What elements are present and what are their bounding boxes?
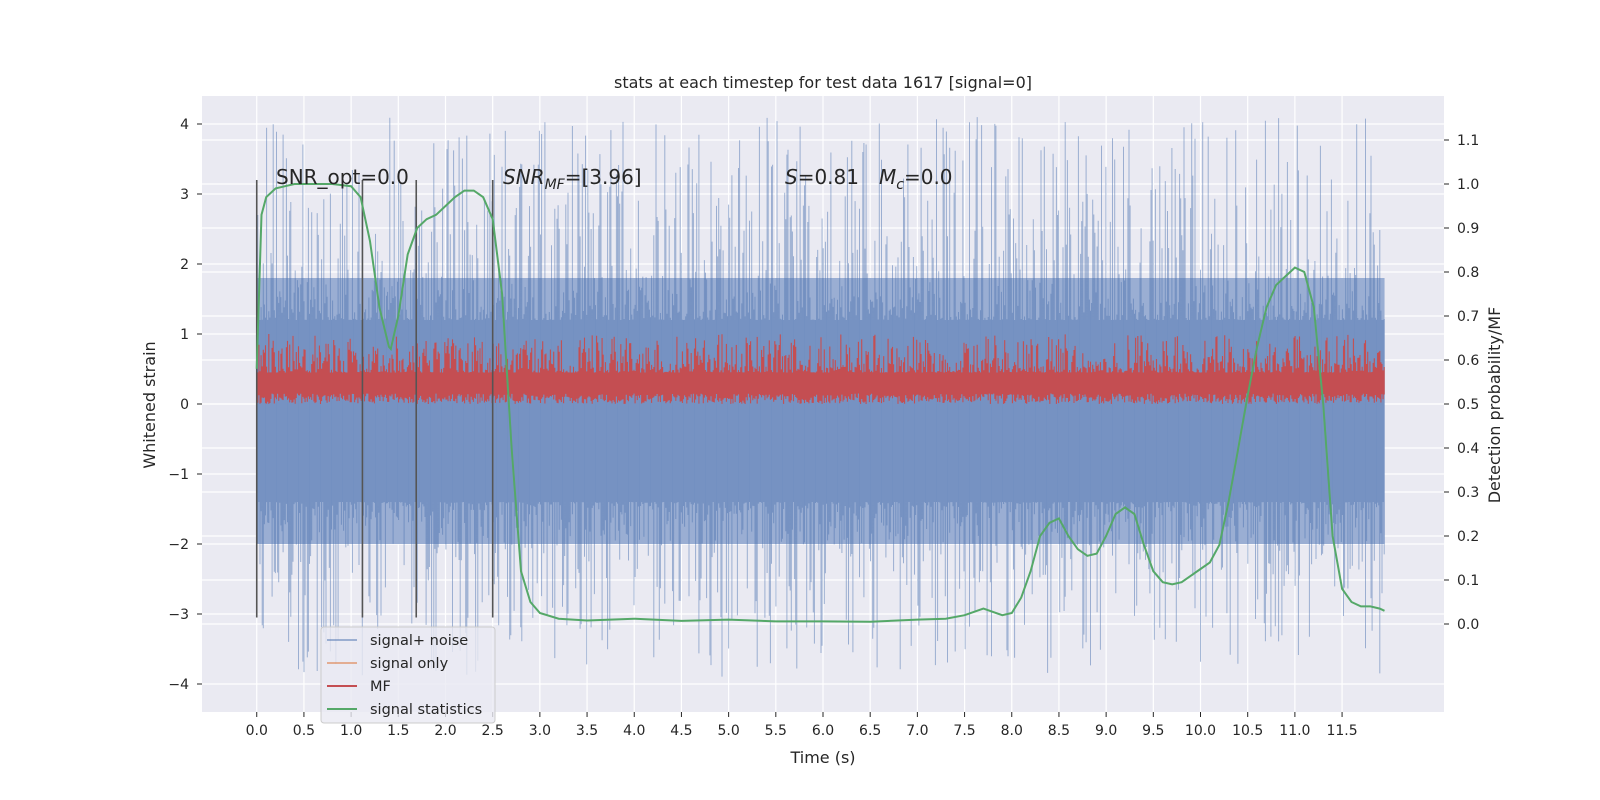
x-tick-label: 7.0	[906, 723, 928, 739]
mc-symbol: M	[879, 165, 896, 189]
x-tick-label: 5.0	[717, 723, 739, 739]
y-tick-label: −4	[168, 677, 189, 693]
chart-title: stats at each timestep for test data 161…	[614, 73, 1032, 92]
x-tick-label: 5.5	[765, 723, 787, 739]
axis-ticks: 0.0 0.5 1.0 1.5 2.0 2.5 3.0 3.5 4.0 4.5 5.0 5.5 6.0 6…	[168, 117, 1479, 739]
s-value: =0.81	[798, 165, 859, 189]
snr-mf-symbol: SNR	[503, 165, 545, 189]
y-right-tick-label: 0.6	[1457, 353, 1479, 369]
x-tick-label: 2.5	[482, 723, 504, 739]
y-right-tick-label: 1.0	[1457, 177, 1479, 193]
y-right-tick-label: 0.5	[1457, 397, 1479, 413]
legend-label-signal-statistics: signal statistics	[370, 702, 482, 718]
snr-mf-value: =[3.96]	[565, 165, 642, 189]
y-right-tick-label: 0.3	[1457, 485, 1479, 501]
y-tick-label: 3	[180, 187, 189, 203]
marker-lines	[255, 180, 494, 618]
y-tick-label: 1	[180, 327, 189, 343]
legend-label-signal-noise: signal+ noise	[370, 633, 468, 649]
mc-subscript: c	[896, 177, 904, 193]
y-axis-label: Whitened strain	[140, 341, 159, 468]
mc-annotation: Mc=0.0	[879, 165, 953, 193]
y-tick-label: 0	[180, 397, 189, 413]
signal-noise-series	[256, 117, 1385, 677]
x-tick-label: 4.0	[623, 723, 645, 739]
x-tick-label: 8.5	[1048, 723, 1070, 739]
x-axis-label: Time (s)	[789, 748, 855, 767]
y-tick-label: −1	[168, 467, 189, 483]
x-tick-label: 0.5	[293, 723, 315, 739]
y-right-tick-label: 0.2	[1457, 529, 1479, 545]
mc-value: =0.0	[904, 165, 953, 189]
x-tick-label: 10.0	[1185, 723, 1216, 739]
x-tick-label: 8.0	[1001, 723, 1023, 739]
x-tick-label: 9.5	[1142, 723, 1164, 739]
s-symbol: S	[785, 165, 798, 189]
y-right-tick-label: 0.9	[1457, 221, 1479, 237]
s-annotation: S=0.81	[785, 165, 859, 189]
y-right-tick-label: 1.1	[1457, 133, 1479, 149]
legend-label-mf: MF	[370, 679, 391, 695]
y-right-axis-label: Detection probability/MF	[1485, 307, 1504, 504]
y-tick-label: −3	[168, 607, 189, 623]
x-tick-label: 11.5	[1326, 723, 1357, 739]
legend-box	[320, 626, 496, 724]
y-right-tick-label: 0.1	[1457, 573, 1479, 589]
y-right-tick-label: 0.8	[1457, 265, 1479, 281]
legend-label-signal-only: signal only	[370, 656, 449, 672]
signal-statistics-series	[255, 183, 1385, 623]
snr-opt-annotation: SNR_opt=0.0	[276, 165, 409, 189]
y-right-tick-label: 0.7	[1457, 309, 1479, 325]
x-tick-label: 2.0	[434, 723, 456, 739]
x-tick-label: 11.0	[1279, 723, 1310, 739]
x-tick-label: 3.5	[576, 723, 598, 739]
y-right-tick-label: 0.4	[1457, 441, 1479, 457]
x-tick-label: 1.0	[340, 723, 362, 739]
y-tick-label: 2	[180, 257, 189, 273]
y-tick-label: 4	[180, 117, 189, 133]
x-tick-label: 3.0	[529, 723, 551, 739]
legend: signal+ noise signal only MF signal stat…	[320, 626, 496, 724]
x-tick-label: 6.5	[859, 723, 881, 739]
y-right-tick-label: 0.0	[1457, 617, 1479, 633]
x-tick-label: 7.5	[953, 723, 975, 739]
y-tick-label: −2	[168, 537, 189, 553]
x-tick-label: 4.5	[670, 723, 692, 739]
signal-statistics-line	[255, 183, 1385, 623]
x-tick-label: 10.5	[1232, 723, 1263, 739]
x-tick-label: 1.5	[387, 723, 409, 739]
snr-mf-annotation: SNRMF=[3.96]	[503, 165, 642, 193]
x-tick-label: 9.0	[1095, 723, 1117, 739]
x-tick-label: 0.0	[246, 723, 268, 739]
x-tick-label: 6.0	[812, 723, 834, 739]
snr-mf-subscript: MF	[545, 177, 566, 193]
